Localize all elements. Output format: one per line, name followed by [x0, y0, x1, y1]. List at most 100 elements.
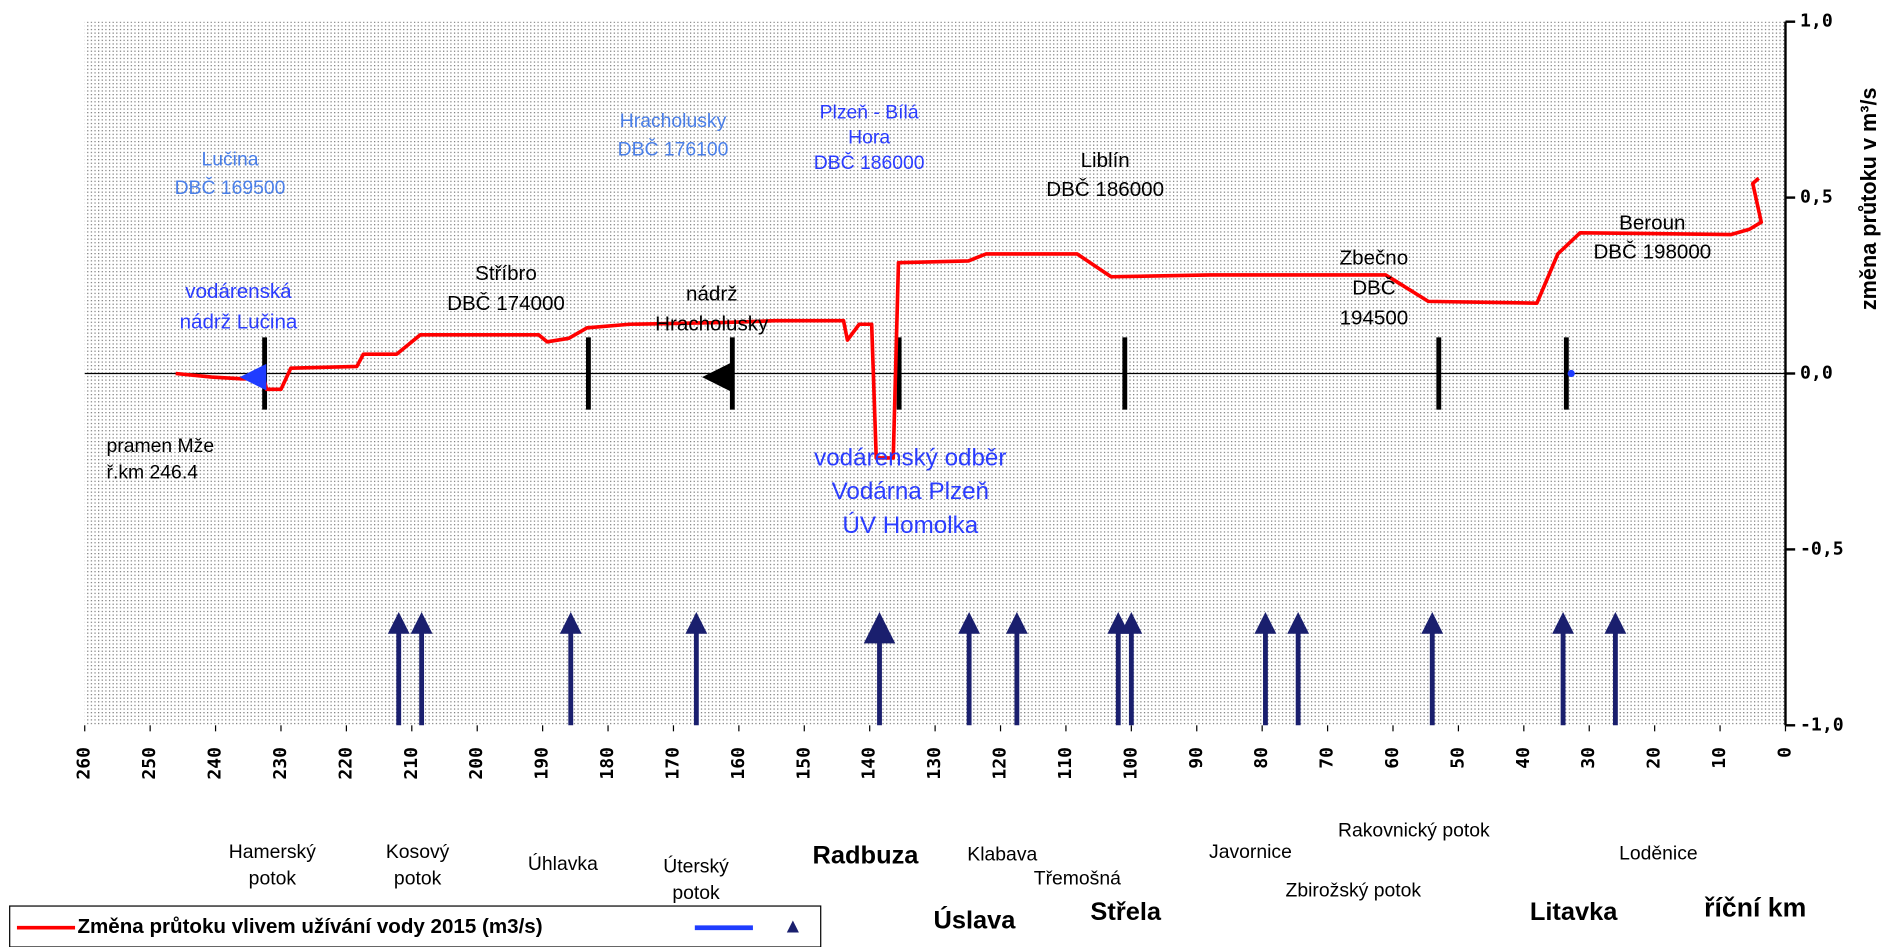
annotation: Hora	[848, 128, 890, 149]
annotation: Liblín	[1081, 149, 1130, 172]
tributary-arrow	[863, 612, 896, 726]
reservoir-marker	[702, 362, 732, 392]
y-tick-label: 1,0	[1800, 11, 1833, 32]
annotation: DBČ 186000	[1046, 178, 1164, 201]
tributary-name: Kosový	[386, 842, 450, 863]
arrow-head	[410, 612, 433, 634]
tributary-name: Třemošná	[1034, 869, 1121, 890]
x-tick-label: 50	[1447, 747, 1468, 769]
x-tick-label: 10	[1709, 747, 1730, 769]
annotation: Beroun	[1619, 212, 1685, 235]
annotation: 194500	[1340, 307, 1409, 330]
legend	[9, 905, 822, 947]
arrow-head	[559, 612, 582, 634]
x-tick-label: 210	[401, 747, 422, 780]
tributary-name: Úslava	[933, 904, 1016, 934]
x-tick-label: 30	[1578, 747, 1599, 769]
y-tick-label: 0,0	[1800, 363, 1833, 384]
tributary-name: Úhlavka	[528, 852, 598, 875]
annotation: Vodárna Plzeň	[832, 478, 989, 505]
annotation: Hracholusky	[655, 313, 769, 336]
y-tick-label: -0,5	[1800, 538, 1844, 559]
tributary-name: Střela	[1090, 898, 1162, 926]
annotation: DBČ 198000	[1593, 240, 1711, 263]
annotation: Lučina	[201, 149, 258, 170]
annotation: DBČ	[1352, 277, 1396, 300]
x-tick-label: 150	[793, 747, 814, 780]
tributary-name: Zbirožský potok	[1286, 881, 1422, 902]
annotation: DBČ 169500	[175, 176, 286, 199]
tributary-name: Litavka	[1530, 898, 1618, 926]
site-marker	[1567, 369, 1575, 378]
x-tick-label: 20	[1644, 747, 1665, 769]
x-tick-label: 240	[205, 747, 226, 780]
arrow-head	[685, 612, 708, 634]
x-tick-label: 90	[1186, 747, 1207, 769]
y-tick-label: 0,5	[1800, 187, 1833, 208]
tributary-arrow	[1604, 612, 1627, 726]
annotation: Plzeň - Bílá	[820, 102, 919, 123]
tributary-name: potok	[249, 869, 297, 890]
tributary-name: potok	[672, 883, 720, 904]
annotation: DBČ 174000	[447, 292, 565, 315]
tributary-arrow	[685, 612, 708, 726]
series-line	[175, 176, 1764, 460]
annotation: DBČ 186000	[814, 151, 925, 174]
tributary-arrow	[1254, 612, 1277, 726]
tributary-arrow	[410, 612, 433, 726]
annotation: pramen Mže	[107, 436, 215, 457]
reservoir-marker	[239, 363, 267, 391]
arrow-head	[958, 612, 981, 634]
arrow-head	[1552, 612, 1574, 634]
annotation: nádrž	[686, 283, 737, 306]
annotation: nádrž Lučina	[180, 310, 298, 333]
arrow-head	[863, 612, 896, 644]
tributary-arrow	[958, 612, 981, 726]
arrow-head	[1604, 612, 1627, 634]
x-tick-label: 80	[1251, 747, 1272, 769]
arrow-head	[1120, 612, 1143, 634]
x-tick-label: 120	[989, 747, 1010, 780]
x-tick-label: 230	[270, 747, 291, 780]
x-tick-label: 260	[74, 747, 95, 780]
tributary-name: Klabava	[967, 845, 1037, 866]
tributary-arrow	[559, 612, 582, 726]
x-tick-label: 110	[1055, 747, 1076, 780]
tributary-name: Radbuza	[813, 841, 920, 869]
tributary-name: potok	[394, 869, 442, 890]
x-tick-label: 160	[728, 747, 749, 780]
tributary-arrow	[387, 612, 410, 726]
tributary-arrow	[1120, 612, 1143, 726]
annotation: vodárenský odběr	[814, 444, 1006, 471]
tributary-arrow	[1552, 612, 1574, 726]
x-tick-label: 180	[597, 747, 618, 780]
arrow-head	[387, 612, 410, 634]
x-tick-label: 170	[662, 747, 683, 780]
annotation: ř.km 246.4	[107, 463, 199, 484]
tributary-arrow	[1005, 612, 1028, 726]
y-tick-label: -1,0	[1800, 714, 1844, 735]
x-tick-label: 40	[1513, 747, 1534, 769]
y-axis-label: změna průtoku v m³/s	[1856, 87, 1881, 310]
tributary-name: Hamerský	[229, 842, 316, 863]
x-tick-label: 100	[1120, 747, 1141, 780]
arrow-head	[1287, 612, 1310, 634]
x-tick-label: 60	[1382, 747, 1403, 769]
tributary-name: Rakovnický potok	[1338, 820, 1490, 841]
arrow-head	[1421, 612, 1444, 634]
tributary-arrow	[1421, 612, 1444, 726]
arrow-head	[1005, 612, 1028, 634]
annotation: vodárenská	[185, 280, 292, 303]
annotation: Hracholusky	[620, 111, 727, 132]
x-tick-label: 140	[859, 747, 880, 780]
x-tick-label: 250	[139, 747, 160, 780]
x-tick-label: 0	[1774, 747, 1795, 758]
tributary-arrow	[1287, 612, 1310, 726]
arrow-head	[1254, 612, 1277, 634]
tributary-name: Loděnice	[1619, 843, 1698, 864]
x-tick-label: 190	[532, 747, 553, 780]
legend-label: Změna průtoku vlivem užívání vody 2015 (…	[77, 915, 542, 938]
x-tick-label: 70	[1317, 747, 1338, 769]
x-axis-label: říční km	[1704, 893, 1806, 923]
